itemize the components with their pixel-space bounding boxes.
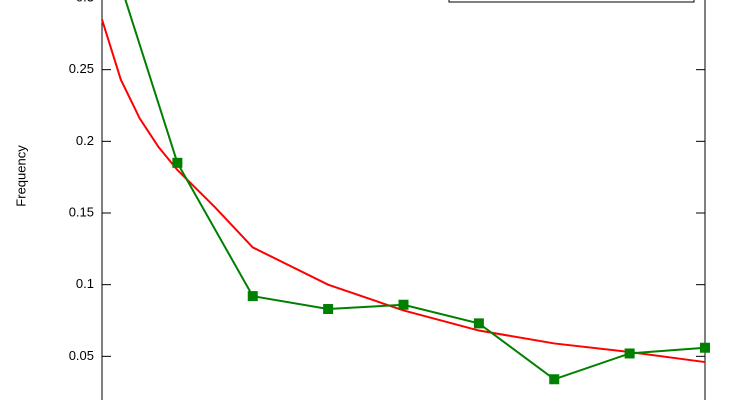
point: [323, 304, 334, 315]
point: [624, 348, 635, 359]
point: [172, 157, 183, 168]
y-tick-label: 0.2: [76, 133, 94, 148]
y-tick-label: 0.1: [76, 276, 94, 291]
series-line: [124, 0, 706, 381]
y-tick-label: 0.3: [76, 0, 94, 4]
y-tick-label: 0.05: [69, 348, 94, 363]
point: [247, 291, 258, 302]
point: [700, 342, 710, 353]
series-line: [101, 19, 706, 364]
legend-box: [448, 0, 695, 3]
y-tick-label: 0.15: [69, 204, 94, 219]
y-axis-label: Frequency: [13, 145, 28, 207]
point: [549, 374, 560, 385]
point: [398, 299, 409, 310]
y-tick-label: 0.25: [69, 61, 94, 76]
point: [473, 318, 484, 329]
